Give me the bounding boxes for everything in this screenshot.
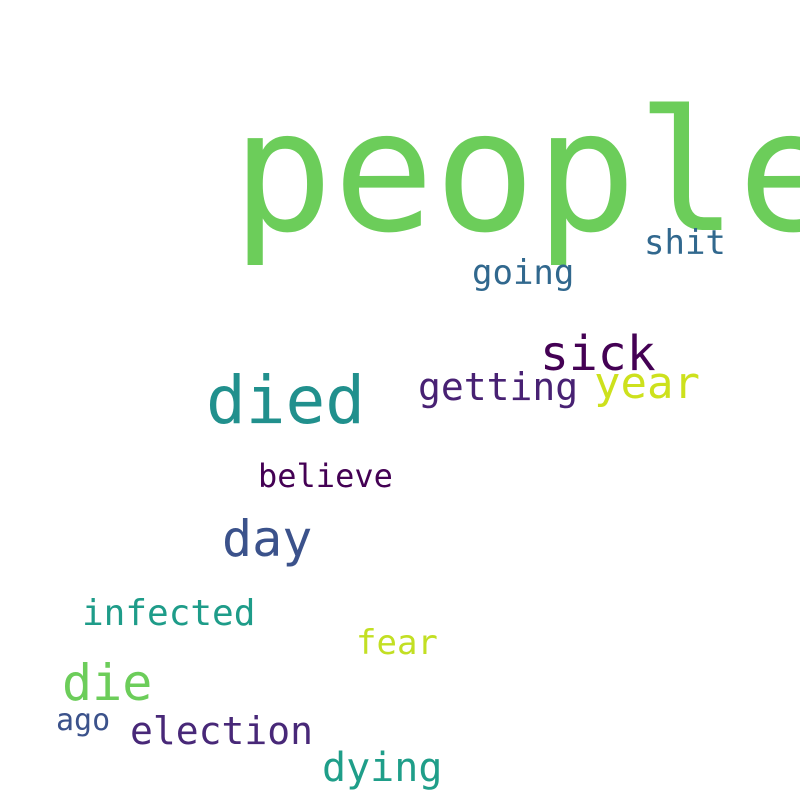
word-ago: ago — [56, 703, 111, 738]
word-shit: shit — [644, 223, 726, 263]
word-believe: believe — [258, 457, 393, 495]
word-die: die — [62, 654, 153, 712]
word-infected: infected — [82, 593, 256, 634]
word-dying: dying — [322, 745, 443, 791]
word-going: going — [472, 253, 575, 293]
word-died: died — [206, 362, 365, 439]
word-people: people — [232, 74, 800, 270]
word-fear: fear — [356, 623, 438, 663]
word-election: election — [130, 709, 314, 753]
word-getting: getting — [418, 365, 579, 409]
word-sick: sick — [540, 326, 656, 382]
word-day: day — [222, 510, 313, 568]
word-year: year — [594, 358, 700, 409]
